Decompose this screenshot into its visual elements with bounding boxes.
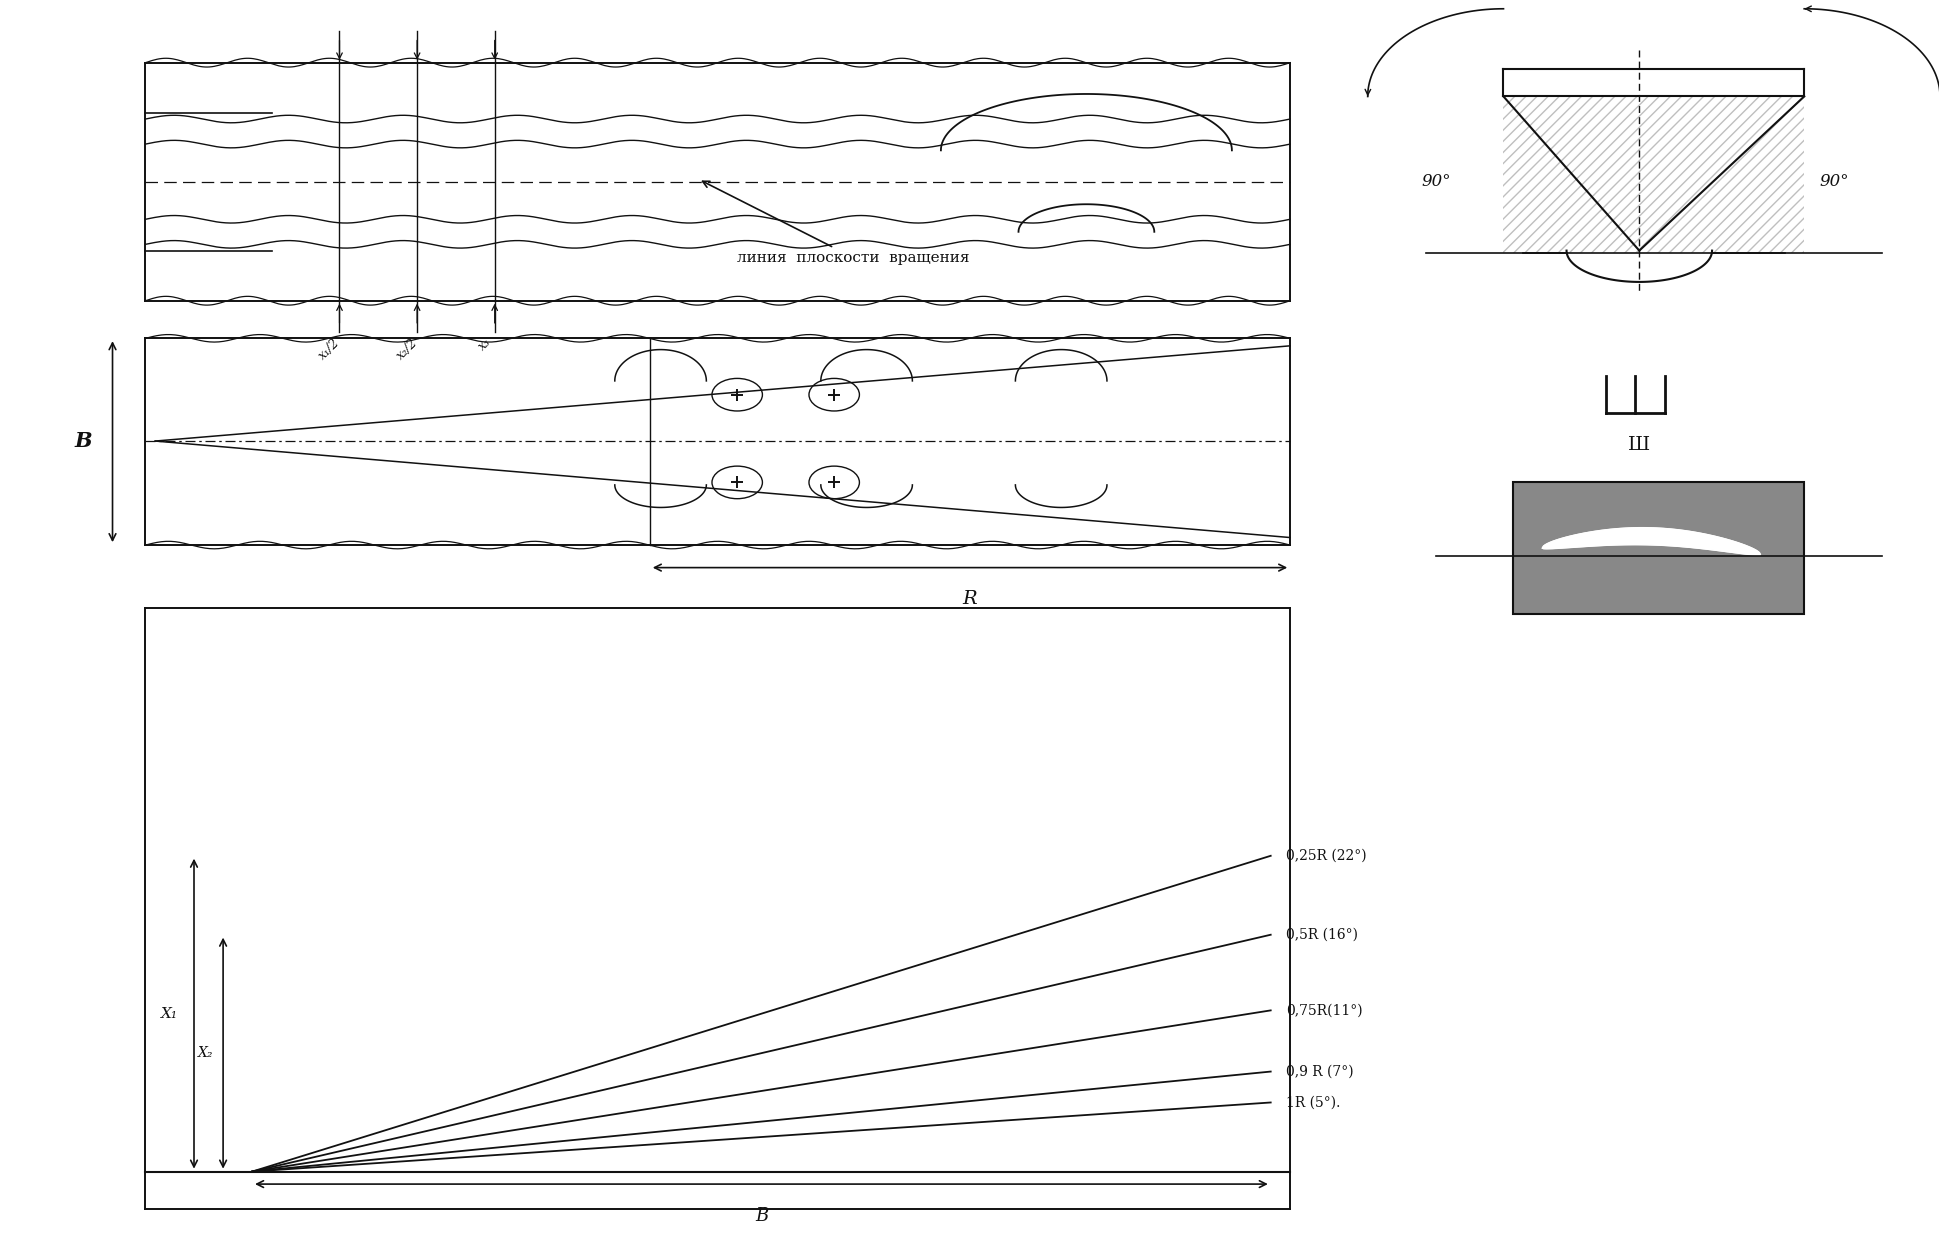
- Text: 0,25R (22°): 0,25R (22°): [1286, 848, 1367, 863]
- Text: 0,5R (16°): 0,5R (16°): [1286, 927, 1357, 942]
- Text: 1R (5°).: 1R (5°).: [1286, 1095, 1340, 1109]
- Text: 90°: 90°: [1421, 173, 1450, 190]
- Polygon shape: [1542, 528, 1759, 555]
- Text: Ш: Ш: [1627, 436, 1650, 454]
- Text: x₃: x₃: [475, 336, 494, 353]
- Text: X₁: X₁: [161, 1006, 178, 1021]
- Text: В: В: [74, 431, 93, 451]
- Bar: [1503, 96, 1803, 253]
- Text: 0,9 R (7°): 0,9 R (7°): [1286, 1065, 1353, 1079]
- Text: B: B: [754, 1207, 768, 1224]
- Text: R: R: [962, 590, 977, 608]
- Text: X₂: X₂: [198, 1046, 213, 1060]
- Text: x₂/2: x₂/2: [394, 336, 421, 362]
- Text: x₁/2: x₁/2: [316, 336, 343, 362]
- Text: линия  плоскости  вращения: линия плоскости вращения: [702, 182, 970, 264]
- Text: 0,75R(11°): 0,75R(11°): [1286, 1004, 1361, 1017]
- Text: 90°: 90°: [1819, 173, 1848, 190]
- Bar: [1512, 482, 1803, 614]
